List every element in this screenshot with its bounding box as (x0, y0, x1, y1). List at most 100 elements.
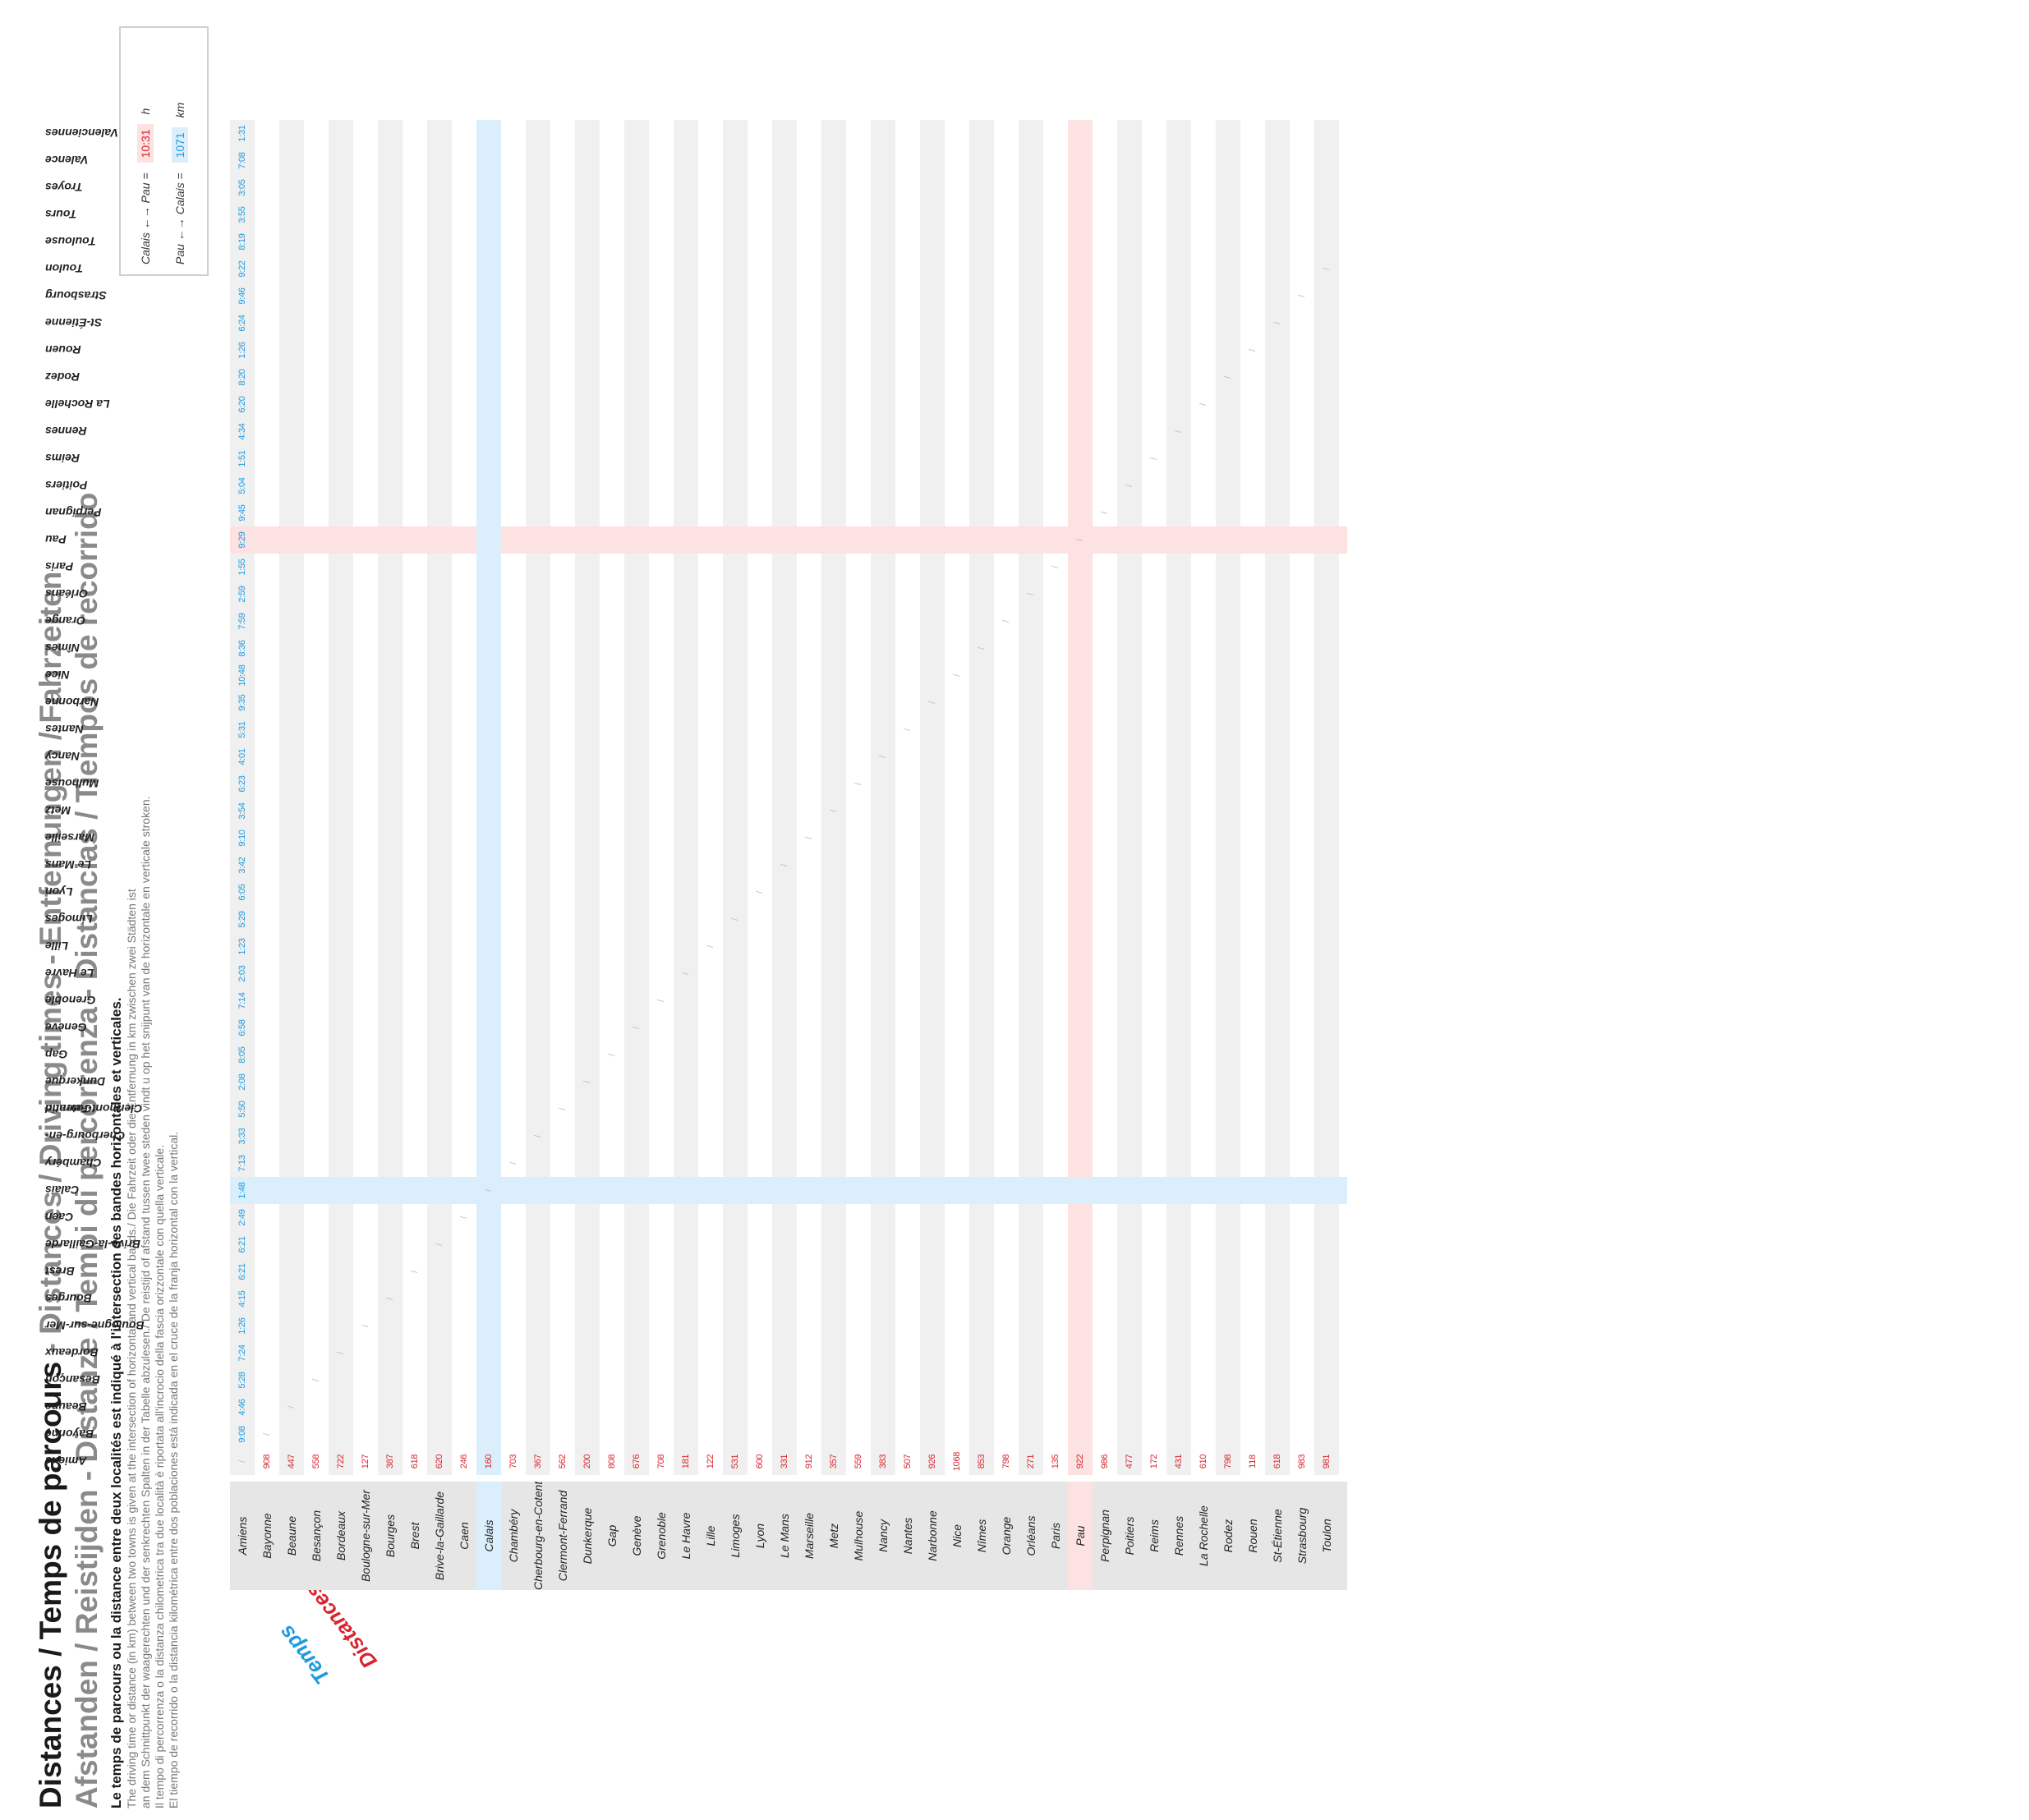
matrix-cell (600, 391, 624, 418)
rotated-page: Distances / Temps de parcours - Distance… (34, 26, 1347, 1809)
matrix-cell (1240, 743, 1265, 770)
matrix-cell: / (311, 1379, 321, 1381)
matrix-cell (353, 1014, 378, 1041)
matrix-cell (723, 852, 748, 879)
matrix-cell (624, 283, 649, 310)
matrix-cell: / (656, 1000, 666, 1002)
matrix-cell (279, 1177, 304, 1204)
matrix-cell (476, 743, 501, 770)
matrix-cell (1043, 1204, 1068, 1231)
matrix-cell (748, 1014, 772, 1041)
matrix-cell (723, 310, 748, 337)
matrix-cell (476, 1096, 501, 1123)
matrix-cell (748, 662, 772, 689)
matrix-cell (920, 526, 945, 554)
matrix-cell (1240, 960, 1265, 987)
matrix-cell (304, 1231, 329, 1258)
matrix-cell (748, 120, 772, 147)
matrix-cell (674, 635, 698, 662)
matrix-cell (649, 906, 674, 933)
matrix-cell (1093, 906, 1117, 933)
matrix-cell (674, 1231, 698, 1258)
matrix-cell (304, 825, 329, 852)
matrix-cell (1339, 1123, 1347, 1150)
matrix-cell: / (755, 891, 765, 894)
matrix-cell (1191, 987, 1216, 1014)
matrix-cell (1093, 581, 1117, 608)
matrix-cell (748, 418, 772, 445)
matrix-cell (748, 852, 772, 879)
matrix-cell (797, 960, 821, 987)
matrix-cell (452, 1421, 476, 1448)
matrix-cell (1117, 310, 1142, 337)
legend-eq: = (173, 172, 186, 180)
matrix-cell (1265, 1150, 1290, 1177)
matrix-cell (1166, 987, 1191, 1014)
matrix-cell (895, 960, 920, 987)
matrix-cell (452, 255, 476, 283)
matrix-cell (575, 581, 600, 608)
matrix-cell (427, 987, 452, 1014)
matrix-cell: 1:48 (230, 1177, 255, 1204)
matrix-cell (748, 1069, 772, 1096)
matrix-cell (846, 906, 871, 933)
matrix-cell (378, 825, 403, 852)
matrix-cell (723, 933, 748, 960)
matrix-cell (526, 1069, 550, 1096)
matrix-cell (846, 310, 871, 337)
matrix-cell (1216, 310, 1240, 337)
matrix-cell (846, 337, 871, 364)
matrix-cell (1240, 1204, 1265, 1231)
matrix-cell (403, 526, 427, 554)
matrix-cell (1265, 554, 1290, 581)
column-header: Nice (45, 669, 70, 682)
matrix-cell (649, 174, 674, 201)
matrix-cell (427, 255, 452, 283)
matrix-cell (1068, 255, 1093, 283)
matrix-cell (452, 445, 476, 472)
matrix-cell (550, 499, 575, 526)
legend-time-unit: h (139, 108, 152, 115)
matrix-cell (945, 1258, 969, 1285)
matrix-cell (1240, 1312, 1265, 1340)
matrix-cell (846, 174, 871, 201)
matrix-cell (895, 310, 920, 337)
matrix-cell (501, 283, 526, 310)
matrix-cell (452, 879, 476, 906)
matrix-cell (674, 1177, 698, 1204)
matrix-cell (476, 391, 501, 418)
matrix-cell (279, 147, 304, 174)
matrix-cell (329, 228, 353, 255)
matrix-cell: 367 (526, 1448, 550, 1475)
matrix-cell (969, 1041, 994, 1069)
matrix-cell (1068, 933, 1093, 960)
matrix-cell (797, 1258, 821, 1285)
matrix-cell (846, 472, 871, 499)
matrix-cell (1068, 1150, 1093, 1177)
matrix-cell (1019, 554, 1043, 581)
matrix-cell (797, 581, 821, 608)
matrix-cell (1314, 283, 1339, 310)
matrix-cell (452, 608, 476, 635)
matrix-cell (452, 201, 476, 228)
matrix-cell (1290, 472, 1314, 499)
matrix-cell (1166, 472, 1191, 499)
matrix-cell (1166, 852, 1191, 879)
matrix-cell (772, 1312, 797, 1340)
matrix-cell (329, 1096, 353, 1123)
matrix-cell (1240, 1258, 1265, 1285)
matrix-cell (1043, 1312, 1068, 1340)
matrix-cell (1019, 1177, 1043, 1204)
matrix-cell (797, 1069, 821, 1096)
matrix-cell (624, 445, 649, 472)
matrix-cell (1117, 1041, 1142, 1069)
matrix-cell (1191, 608, 1216, 635)
matrix-cell (575, 797, 600, 825)
legend-arrow: ←→ (173, 218, 186, 241)
matrix-cell (895, 364, 920, 391)
matrix-cell (501, 960, 526, 987)
matrix-cell (1216, 933, 1240, 960)
matrix-cell (1043, 310, 1068, 337)
matrix-cell (649, 472, 674, 499)
matrix-cell (353, 987, 378, 1014)
